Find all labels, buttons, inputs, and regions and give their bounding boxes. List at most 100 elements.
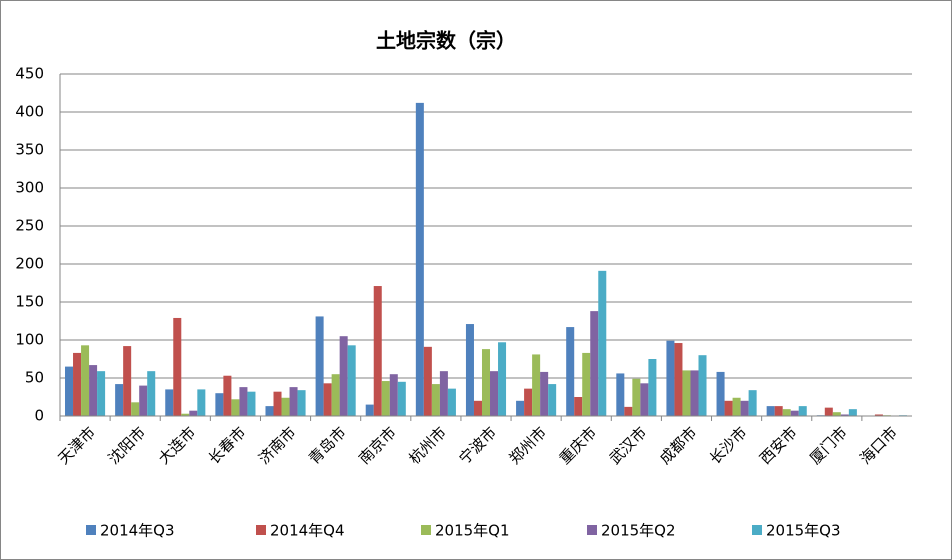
bar bbox=[373, 286, 382, 416]
y-tick-label: 150 bbox=[15, 293, 44, 311]
y-tick-label: 0 bbox=[34, 407, 44, 425]
bar bbox=[590, 311, 599, 416]
bar bbox=[824, 407, 833, 416]
bar bbox=[247, 391, 256, 416]
legend-label: 2015年Q3 bbox=[766, 522, 841, 540]
bar bbox=[840, 414, 849, 416]
bar bbox=[289, 387, 298, 416]
bar bbox=[574, 397, 583, 416]
bar bbox=[339, 336, 348, 416]
bar bbox=[347, 345, 356, 416]
legend-label: 2014年Q3 bbox=[100, 522, 175, 540]
y-tick-label: 300 bbox=[15, 179, 44, 197]
bar bbox=[498, 342, 507, 416]
bar bbox=[231, 399, 240, 416]
bar bbox=[65, 366, 74, 416]
bar bbox=[798, 406, 807, 416]
bar bbox=[582, 352, 591, 416]
legend-label: 2014年Q4 bbox=[270, 522, 345, 540]
legend-swatch bbox=[587, 525, 597, 535]
bar bbox=[566, 327, 575, 416]
bar bbox=[397, 381, 406, 416]
bar bbox=[648, 359, 657, 416]
bar bbox=[239, 387, 248, 416]
bar bbox=[766, 406, 775, 416]
bar bbox=[624, 406, 633, 416]
bar bbox=[423, 346, 432, 416]
bar bbox=[774, 406, 783, 416]
y-tick-label: 250 bbox=[15, 217, 44, 235]
bar bbox=[548, 384, 557, 416]
y-tick-label: 400 bbox=[15, 103, 44, 121]
bar bbox=[431, 384, 440, 416]
legend-swatch bbox=[752, 525, 762, 535]
bar bbox=[782, 409, 791, 416]
bar bbox=[848, 409, 857, 416]
bar bbox=[365, 404, 374, 416]
bar bbox=[674, 343, 683, 416]
bar bbox=[666, 340, 675, 416]
bar bbox=[490, 371, 499, 416]
bar bbox=[197, 389, 206, 416]
bar bbox=[281, 397, 290, 416]
bar bbox=[273, 391, 282, 416]
bar bbox=[89, 365, 98, 416]
bar bbox=[740, 400, 749, 416]
bar bbox=[165, 389, 174, 416]
bar bbox=[832, 412, 841, 416]
bar bbox=[315, 316, 324, 416]
legend-swatch bbox=[421, 525, 431, 535]
bar bbox=[181, 413, 190, 416]
bar bbox=[447, 388, 456, 416]
bar bbox=[724, 400, 733, 416]
bar bbox=[540, 371, 549, 416]
bar bbox=[748, 390, 757, 416]
bar bbox=[439, 371, 448, 416]
bar bbox=[265, 406, 274, 416]
bar bbox=[173, 317, 182, 416]
bar bbox=[682, 370, 691, 416]
bar bbox=[516, 400, 525, 416]
bar bbox=[690, 370, 699, 416]
bar bbox=[147, 371, 156, 416]
legend-swatch bbox=[256, 525, 266, 535]
legend-label: 2015年Q2 bbox=[601, 522, 676, 540]
bar bbox=[524, 388, 533, 416]
bar bbox=[381, 381, 390, 416]
bar bbox=[465, 324, 474, 416]
bar bbox=[698, 355, 707, 416]
bar bbox=[123, 346, 132, 416]
bar bbox=[215, 393, 224, 416]
bar bbox=[874, 414, 883, 416]
bar bbox=[139, 385, 148, 416]
bar bbox=[473, 400, 482, 416]
bar bbox=[640, 383, 649, 416]
bar bbox=[331, 374, 340, 416]
bar bbox=[481, 349, 491, 416]
legend-label: 2015年Q1 bbox=[435, 522, 510, 540]
bar bbox=[732, 397, 741, 416]
y-tick-label: 100 bbox=[15, 331, 44, 349]
bar bbox=[223, 375, 232, 416]
bar bbox=[73, 352, 82, 416]
y-tick-label: 450 bbox=[15, 65, 44, 83]
bar bbox=[632, 378, 641, 416]
chart-title: 土地宗数（宗） bbox=[376, 29, 516, 53]
bar bbox=[297, 390, 306, 416]
bar bbox=[131, 402, 140, 416]
bar bbox=[790, 410, 799, 416]
legend-swatch bbox=[86, 525, 96, 535]
bar bbox=[389, 374, 398, 416]
bar bbox=[598, 270, 607, 416]
bar bbox=[532, 354, 541, 416]
y-tick-label: 200 bbox=[15, 255, 44, 273]
bar bbox=[97, 371, 106, 416]
y-tick-label: 50 bbox=[25, 369, 44, 387]
bar bbox=[616, 373, 625, 416]
bar bbox=[415, 102, 424, 416]
bar bbox=[716, 371, 725, 416]
y-tick-label: 350 bbox=[15, 141, 44, 159]
bar bbox=[115, 384, 124, 416]
